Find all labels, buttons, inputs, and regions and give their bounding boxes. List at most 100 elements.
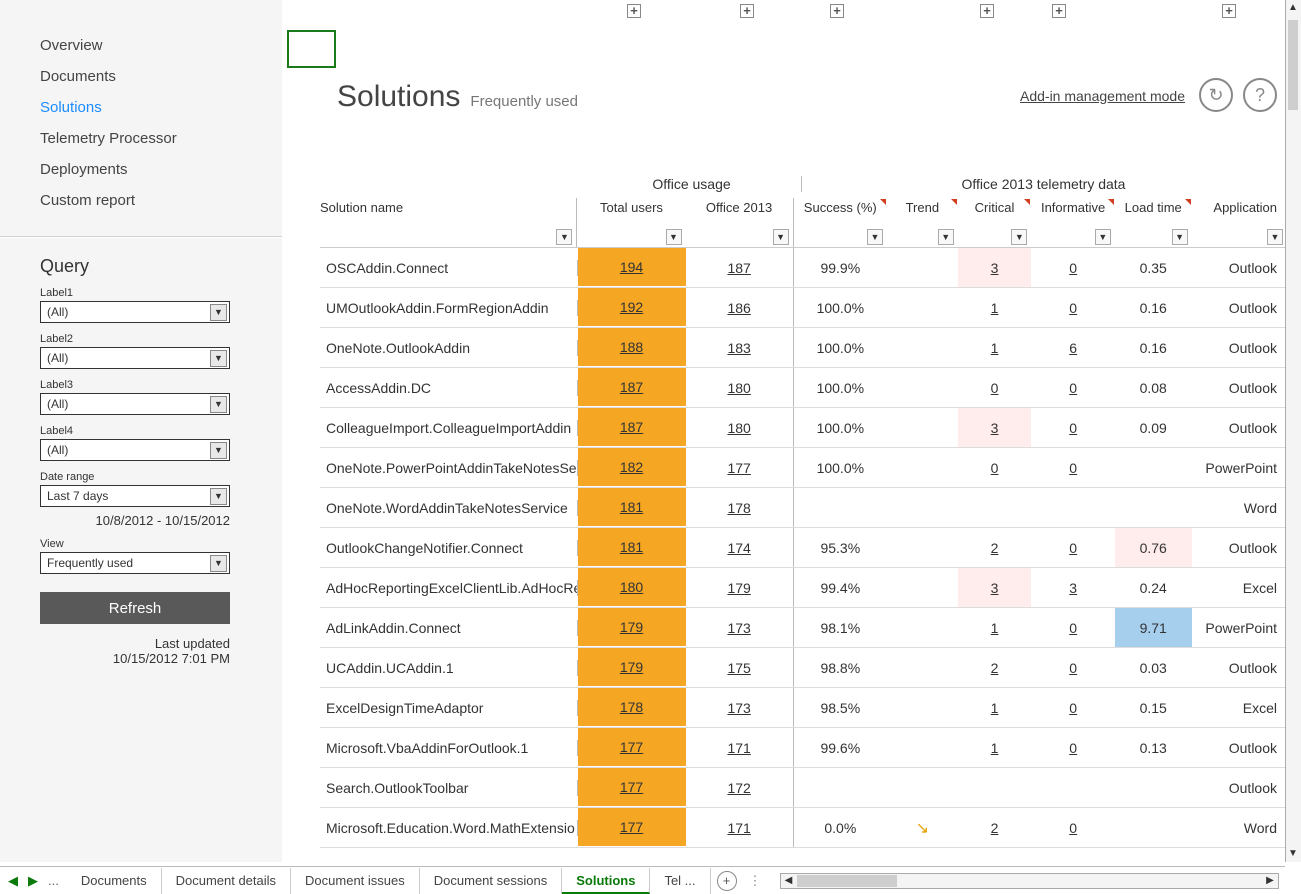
date-range-select[interactable]: Last 7 days▼ — [40, 485, 230, 507]
filter-icon[interactable]: ▼ — [1172, 229, 1188, 245]
cell-total-users[interactable]: 187 — [578, 408, 686, 447]
expand-group-button[interactable]: + — [740, 4, 754, 18]
addin-management-link[interactable]: Add-in management mode — [1020, 88, 1185, 104]
view-select[interactable]: Frequently used▼ — [40, 552, 230, 574]
cell-critical[interactable]: 0 — [958, 460, 1032, 476]
add-sheet-button[interactable]: + — [717, 871, 737, 891]
cell-total-users[interactable]: 178 — [578, 688, 686, 727]
cell-office-2013[interactable]: 171 — [686, 808, 794, 847]
cell-office-2013[interactable]: 187 — [686, 248, 794, 287]
cell-informative[interactable]: 0 — [1031, 820, 1115, 836]
sheet-tab-tel-[interactable]: Tel ... — [650, 868, 710, 894]
cell-critical[interactable]: 1 — [958, 340, 1032, 356]
cell-informative[interactable]: 0 — [1031, 660, 1115, 676]
sheet-tab-document-details[interactable]: Document details — [162, 868, 291, 894]
vertical-scrollbar[interactable]: ▲ ▼ — [1285, 0, 1301, 862]
cell-office-2013[interactable]: 174 — [686, 528, 794, 567]
horizontal-scrollbar[interactable]: ◀ ▶ — [780, 873, 1279, 889]
sheet-tab-document-issues[interactable]: Document issues — [291, 868, 420, 894]
cell-office-2013[interactable]: 180 — [686, 368, 794, 407]
filter-icon[interactable]: ▼ — [1267, 229, 1283, 245]
cell-total-users[interactable]: 180 — [578, 568, 686, 607]
cell-office-2013[interactable]: 183 — [686, 328, 794, 367]
scroll-left-icon[interactable]: ◀ — [781, 874, 797, 888]
cell-office-2013[interactable]: 178 — [686, 488, 794, 527]
filter-select-4[interactable]: (All)▼ — [40, 439, 230, 461]
cell-informative[interactable]: 0 — [1031, 540, 1115, 556]
filter-select-1[interactable]: (All)▼ — [40, 301, 230, 323]
expand-group-button[interactable]: + — [1222, 4, 1236, 18]
filter-icon[interactable]: ▼ — [1011, 229, 1027, 245]
cell-total-users[interactable]: 182 — [578, 448, 686, 487]
nav-item-documents[interactable]: Documents — [0, 61, 282, 92]
cell-critical[interactable]: 3 — [958, 568, 1032, 607]
cell-critical[interactable]: 2 — [958, 540, 1032, 556]
nav-item-custom-report[interactable]: Custom report — [0, 185, 282, 216]
expand-group-button[interactable]: + — [980, 4, 994, 18]
cell-total-users[interactable]: 177 — [578, 768, 686, 807]
filter-icon[interactable]: ▼ — [556, 229, 572, 245]
scroll-thumb[interactable] — [1288, 20, 1298, 110]
help-icon-button[interactable]: ? — [1243, 78, 1277, 112]
cell-critical[interactable]: 3 — [958, 248, 1032, 287]
cell-office-2013[interactable]: 172 — [686, 768, 794, 807]
cell-critical[interactable]: 1 — [958, 620, 1032, 636]
cell-office-2013[interactable]: 180 — [686, 408, 794, 447]
filter-icon[interactable]: ▼ — [938, 229, 954, 245]
nav-item-overview[interactable]: Overview — [0, 30, 282, 61]
cell-total-users[interactable]: 177 — [578, 728, 686, 767]
expand-group-button[interactable]: + — [1052, 4, 1066, 18]
sheet-tab-document-sessions[interactable]: Document sessions — [420, 868, 562, 894]
cell-critical[interactable]: 1 — [958, 740, 1032, 756]
cell-critical[interactable]: 1 — [958, 700, 1032, 716]
cell-office-2013[interactable]: 177 — [686, 448, 794, 487]
cell-total-users[interactable]: 194 — [578, 248, 686, 287]
cell-office-2013[interactable]: 179 — [686, 568, 794, 607]
filter-icon[interactable]: ▼ — [666, 229, 682, 245]
cell-critical[interactable]: 2 — [958, 820, 1032, 836]
cell-total-users[interactable]: 187 — [578, 368, 686, 407]
cell-informative[interactable]: 0 — [1031, 420, 1115, 436]
cell-total-users[interactable]: 188 — [578, 328, 686, 367]
sheet-tab-documents[interactable]: Documents — [67, 868, 162, 894]
cell-office-2013[interactable]: 171 — [686, 728, 794, 767]
scroll-up-icon[interactable]: ▲ — [1286, 0, 1300, 16]
cell-office-2013[interactable]: 173 — [686, 608, 794, 647]
cell-total-users[interactable]: 192 — [578, 288, 686, 327]
cell-office-2013[interactable]: 186 — [686, 288, 794, 327]
sheet-tab-solutions[interactable]: Solutions — [562, 868, 650, 894]
cell-total-users[interactable]: 179 — [578, 608, 686, 647]
cell-informative[interactable]: 0 — [1031, 700, 1115, 716]
cell-total-users[interactable]: 179 — [578, 648, 686, 687]
refresh-icon-button[interactable]: ↻ — [1199, 78, 1233, 112]
cell-critical[interactable]: 1 — [958, 300, 1032, 316]
cell-total-users[interactable]: 181 — [578, 488, 686, 527]
refresh-button[interactable]: Refresh — [40, 592, 230, 624]
nav-item-solutions[interactable]: Solutions — [0, 92, 282, 123]
cell-informative[interactable]: 0 — [1031, 300, 1115, 316]
cell-total-users[interactable]: 181 — [578, 528, 686, 567]
cell-critical[interactable]: 3 — [958, 408, 1032, 447]
cell-total-users[interactable]: 177 — [578, 808, 686, 847]
tab-prev-icon[interactable]: ◀ — [8, 873, 18, 889]
scroll-right-icon[interactable]: ▶ — [1262, 874, 1278, 888]
cell-office-2013[interactable]: 173 — [686, 688, 794, 727]
scroll-thumb[interactable] — [797, 875, 897, 887]
cell-informative[interactable]: 3 — [1031, 580, 1115, 596]
cell-informative[interactable]: 0 — [1031, 460, 1115, 476]
expand-group-button[interactable]: + — [627, 4, 641, 18]
cell-informative[interactable]: 0 — [1031, 260, 1115, 276]
scroll-down-icon[interactable]: ▼ — [1286, 846, 1300, 862]
filter-icon[interactable]: ▼ — [773, 229, 789, 245]
cell-informative[interactable]: 0 — [1031, 380, 1115, 396]
tab-more-icon[interactable]: ... — [48, 873, 59, 889]
cell-informative[interactable]: 6 — [1031, 340, 1115, 356]
filter-icon[interactable]: ▼ — [1095, 229, 1111, 245]
filter-select-2[interactable]: (All)▼ — [40, 347, 230, 369]
tab-next-icon[interactable]: ▶ — [28, 873, 38, 889]
cell-informative[interactable]: 0 — [1031, 740, 1115, 756]
filter-icon[interactable]: ▼ — [867, 229, 883, 245]
cell-informative[interactable]: 0 — [1031, 620, 1115, 636]
filter-select-3[interactable]: (All)▼ — [40, 393, 230, 415]
cell-critical[interactable]: 2 — [958, 660, 1032, 676]
